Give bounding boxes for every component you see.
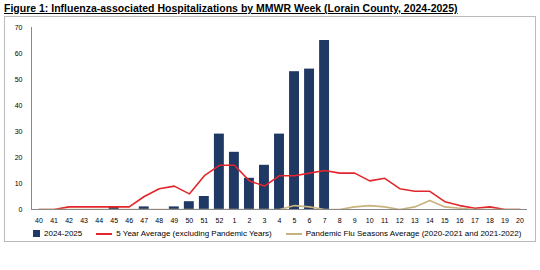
svg-text:8: 8 — [338, 217, 342, 224]
html-text:Figure 1: Influenza-associated: Figure 1: Influenza-associated Hospitali… — [4, 2, 458, 14]
svg-text:70: 70 — [15, 24, 23, 31]
svg-text:7: 7 — [323, 217, 327, 224]
svg-text:18: 18 — [486, 217, 494, 224]
svg-text:10: 10 — [15, 180, 23, 187]
html-text:Pandemic Flu Seasons Average (: Pandemic Flu Seasons Average (2020-2021 … — [305, 229, 522, 238]
svg-text:44: 44 — [95, 217, 103, 224]
svg-text:41: 41 — [50, 217, 58, 224]
svg-text:4: 4 — [278, 217, 282, 224]
svg-text:12: 12 — [396, 217, 404, 224]
svg-text:52: 52 — [215, 217, 223, 224]
svg-text:19: 19 — [501, 217, 509, 224]
svg-text:10: 10 — [366, 217, 374, 224]
html-text:2024-2025: 2024-2025 — [44, 229, 83, 238]
svg-text:17: 17 — [471, 217, 479, 224]
svg-text:0: 0 — [19, 206, 23, 213]
svg-text:14: 14 — [426, 217, 434, 224]
svg-text:43: 43 — [80, 217, 88, 224]
svg-text:47: 47 — [140, 217, 148, 224]
svg-text:40: 40 — [15, 102, 23, 109]
svg-text:15: 15 — [441, 217, 449, 224]
svg-text:1: 1 — [232, 217, 236, 224]
svg-text:60: 60 — [15, 50, 23, 57]
svg-text:9: 9 — [353, 217, 357, 224]
svg-text:16: 16 — [456, 217, 464, 224]
svg-text:20: 20 — [516, 217, 524, 224]
svg-text:49: 49 — [170, 217, 178, 224]
svg-text:13: 13 — [411, 217, 419, 224]
svg-text:50: 50 — [15, 76, 23, 83]
svg-text:3: 3 — [263, 217, 267, 224]
svg-text:30: 30 — [15, 128, 23, 135]
svg-text:45: 45 — [110, 217, 118, 224]
svg-text:46: 46 — [125, 217, 133, 224]
svg-text:2: 2 — [247, 217, 251, 224]
svg-text:11: 11 — [381, 217, 388, 224]
svg-text:20: 20 — [15, 154, 23, 161]
svg-text:42: 42 — [65, 217, 73, 224]
svg-text:5: 5 — [293, 217, 297, 224]
html-text:5 Year Average (excluding Pand: 5 Year Average (excluding Pandemic Years… — [116, 229, 272, 238]
svg-text:50: 50 — [185, 217, 193, 224]
svg-text:6: 6 — [308, 217, 312, 224]
svg-text:48: 48 — [155, 217, 163, 224]
svg-text:40: 40 — [35, 217, 43, 224]
svg-text:51: 51 — [200, 217, 208, 224]
